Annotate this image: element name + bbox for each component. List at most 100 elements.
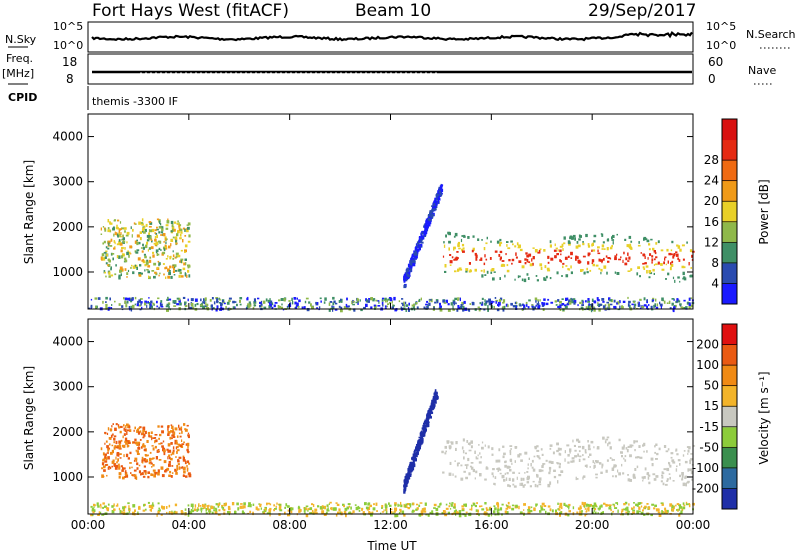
data-cell bbox=[585, 306, 588, 310]
data-cell bbox=[280, 298, 284, 301]
data-cell bbox=[414, 451, 416, 455]
data-cell bbox=[165, 237, 167, 241]
data-cell bbox=[505, 508, 509, 510]
data-cell bbox=[411, 457, 413, 460]
data-cell bbox=[526, 481, 530, 484]
data-cell bbox=[575, 257, 577, 261]
data-cell bbox=[330, 507, 332, 510]
data-cell bbox=[518, 244, 521, 248]
data-cell bbox=[213, 509, 216, 512]
data-cell bbox=[124, 230, 126, 233]
data-cell bbox=[153, 474, 156, 478]
data-cell bbox=[187, 298, 189, 302]
data-cell bbox=[509, 445, 513, 447]
data-cell bbox=[118, 440, 122, 444]
data-cell bbox=[162, 506, 165, 510]
data-cell bbox=[137, 447, 141, 450]
data-cell bbox=[385, 305, 388, 308]
data-cell bbox=[98, 511, 100, 515]
data-cell bbox=[606, 271, 608, 275]
data-cell bbox=[124, 440, 127, 443]
data-cell bbox=[147, 431, 150, 435]
data-cell bbox=[568, 242, 571, 246]
data-cell bbox=[400, 501, 402, 505]
data-cell bbox=[514, 446, 518, 449]
data-cell bbox=[370, 297, 373, 301]
data-cell bbox=[149, 247, 152, 249]
station-title: Fort Hays West (fitACF) bbox=[92, 1, 289, 21]
data-cell bbox=[494, 507, 497, 511]
data-cell bbox=[517, 454, 521, 458]
data-cell bbox=[433, 507, 436, 509]
data-cell bbox=[132, 474, 134, 477]
data-cell bbox=[558, 508, 561, 511]
data-cell bbox=[469, 442, 471, 446]
data-cell bbox=[529, 509, 533, 513]
data-cell bbox=[220, 302, 223, 306]
data-cell bbox=[597, 249, 599, 253]
data-cell bbox=[655, 306, 659, 309]
data-cell bbox=[479, 302, 482, 305]
data-cell bbox=[559, 453, 562, 456]
data-cell bbox=[595, 476, 598, 479]
data-cell bbox=[146, 304, 148, 308]
data-cell bbox=[639, 275, 641, 278]
data-cell bbox=[584, 300, 587, 303]
data-cell bbox=[618, 472, 621, 476]
data-cell bbox=[382, 304, 384, 307]
data-cell bbox=[343, 306, 346, 309]
data-cell bbox=[688, 302, 691, 306]
data-cell bbox=[492, 301, 495, 303]
data-cell bbox=[628, 256, 631, 260]
data-cell bbox=[428, 302, 431, 306]
colorbar-segment bbox=[722, 262, 737, 284]
data-cell bbox=[151, 240, 153, 243]
data-cell bbox=[184, 235, 187, 237]
data-cell bbox=[479, 452, 481, 455]
data-cell bbox=[685, 501, 688, 504]
data-cell bbox=[558, 465, 561, 469]
data-cell bbox=[485, 467, 489, 470]
data-cell bbox=[585, 233, 588, 238]
data-cell bbox=[546, 267, 550, 271]
data-cell bbox=[239, 505, 243, 509]
data-cell bbox=[489, 506, 492, 509]
data-cell bbox=[407, 478, 410, 480]
data-cell bbox=[463, 503, 466, 507]
data-cell bbox=[601, 465, 603, 469]
data-cell bbox=[458, 306, 461, 310]
data-cell bbox=[665, 450, 669, 453]
data-cell bbox=[467, 457, 470, 462]
data-cell bbox=[123, 433, 126, 436]
colorbar-segment bbox=[722, 242, 737, 264]
data-cell bbox=[661, 503, 664, 506]
data-cell bbox=[118, 229, 121, 232]
data-cell bbox=[167, 430, 170, 434]
data-cell bbox=[217, 504, 220, 508]
data-cell bbox=[170, 430, 173, 433]
data-cell bbox=[577, 440, 581, 443]
data-cell bbox=[627, 474, 629, 476]
data-cell bbox=[419, 243, 423, 247]
data-cell bbox=[256, 508, 260, 511]
data-cell bbox=[141, 272, 143, 275]
data-cell bbox=[407, 308, 410, 312]
data-cell bbox=[559, 502, 563, 507]
data-cell bbox=[103, 465, 106, 468]
data-cell bbox=[534, 483, 537, 488]
cpid-value: themis -3300 IF bbox=[92, 95, 178, 108]
data-cell bbox=[127, 269, 130, 272]
data-cell bbox=[141, 459, 144, 462]
data-cell bbox=[514, 460, 516, 463]
data-cell bbox=[420, 435, 423, 439]
data-cell bbox=[448, 445, 452, 449]
colorbar-segment bbox=[722, 139, 737, 161]
data-cell bbox=[182, 296, 186, 299]
data-cell bbox=[481, 297, 484, 300]
data-cell bbox=[634, 303, 637, 307]
data-cell bbox=[112, 459, 115, 462]
data-cell bbox=[123, 227, 127, 230]
data-cell bbox=[384, 307, 387, 310]
data-cell bbox=[117, 219, 120, 222]
data-cell bbox=[633, 506, 635, 509]
